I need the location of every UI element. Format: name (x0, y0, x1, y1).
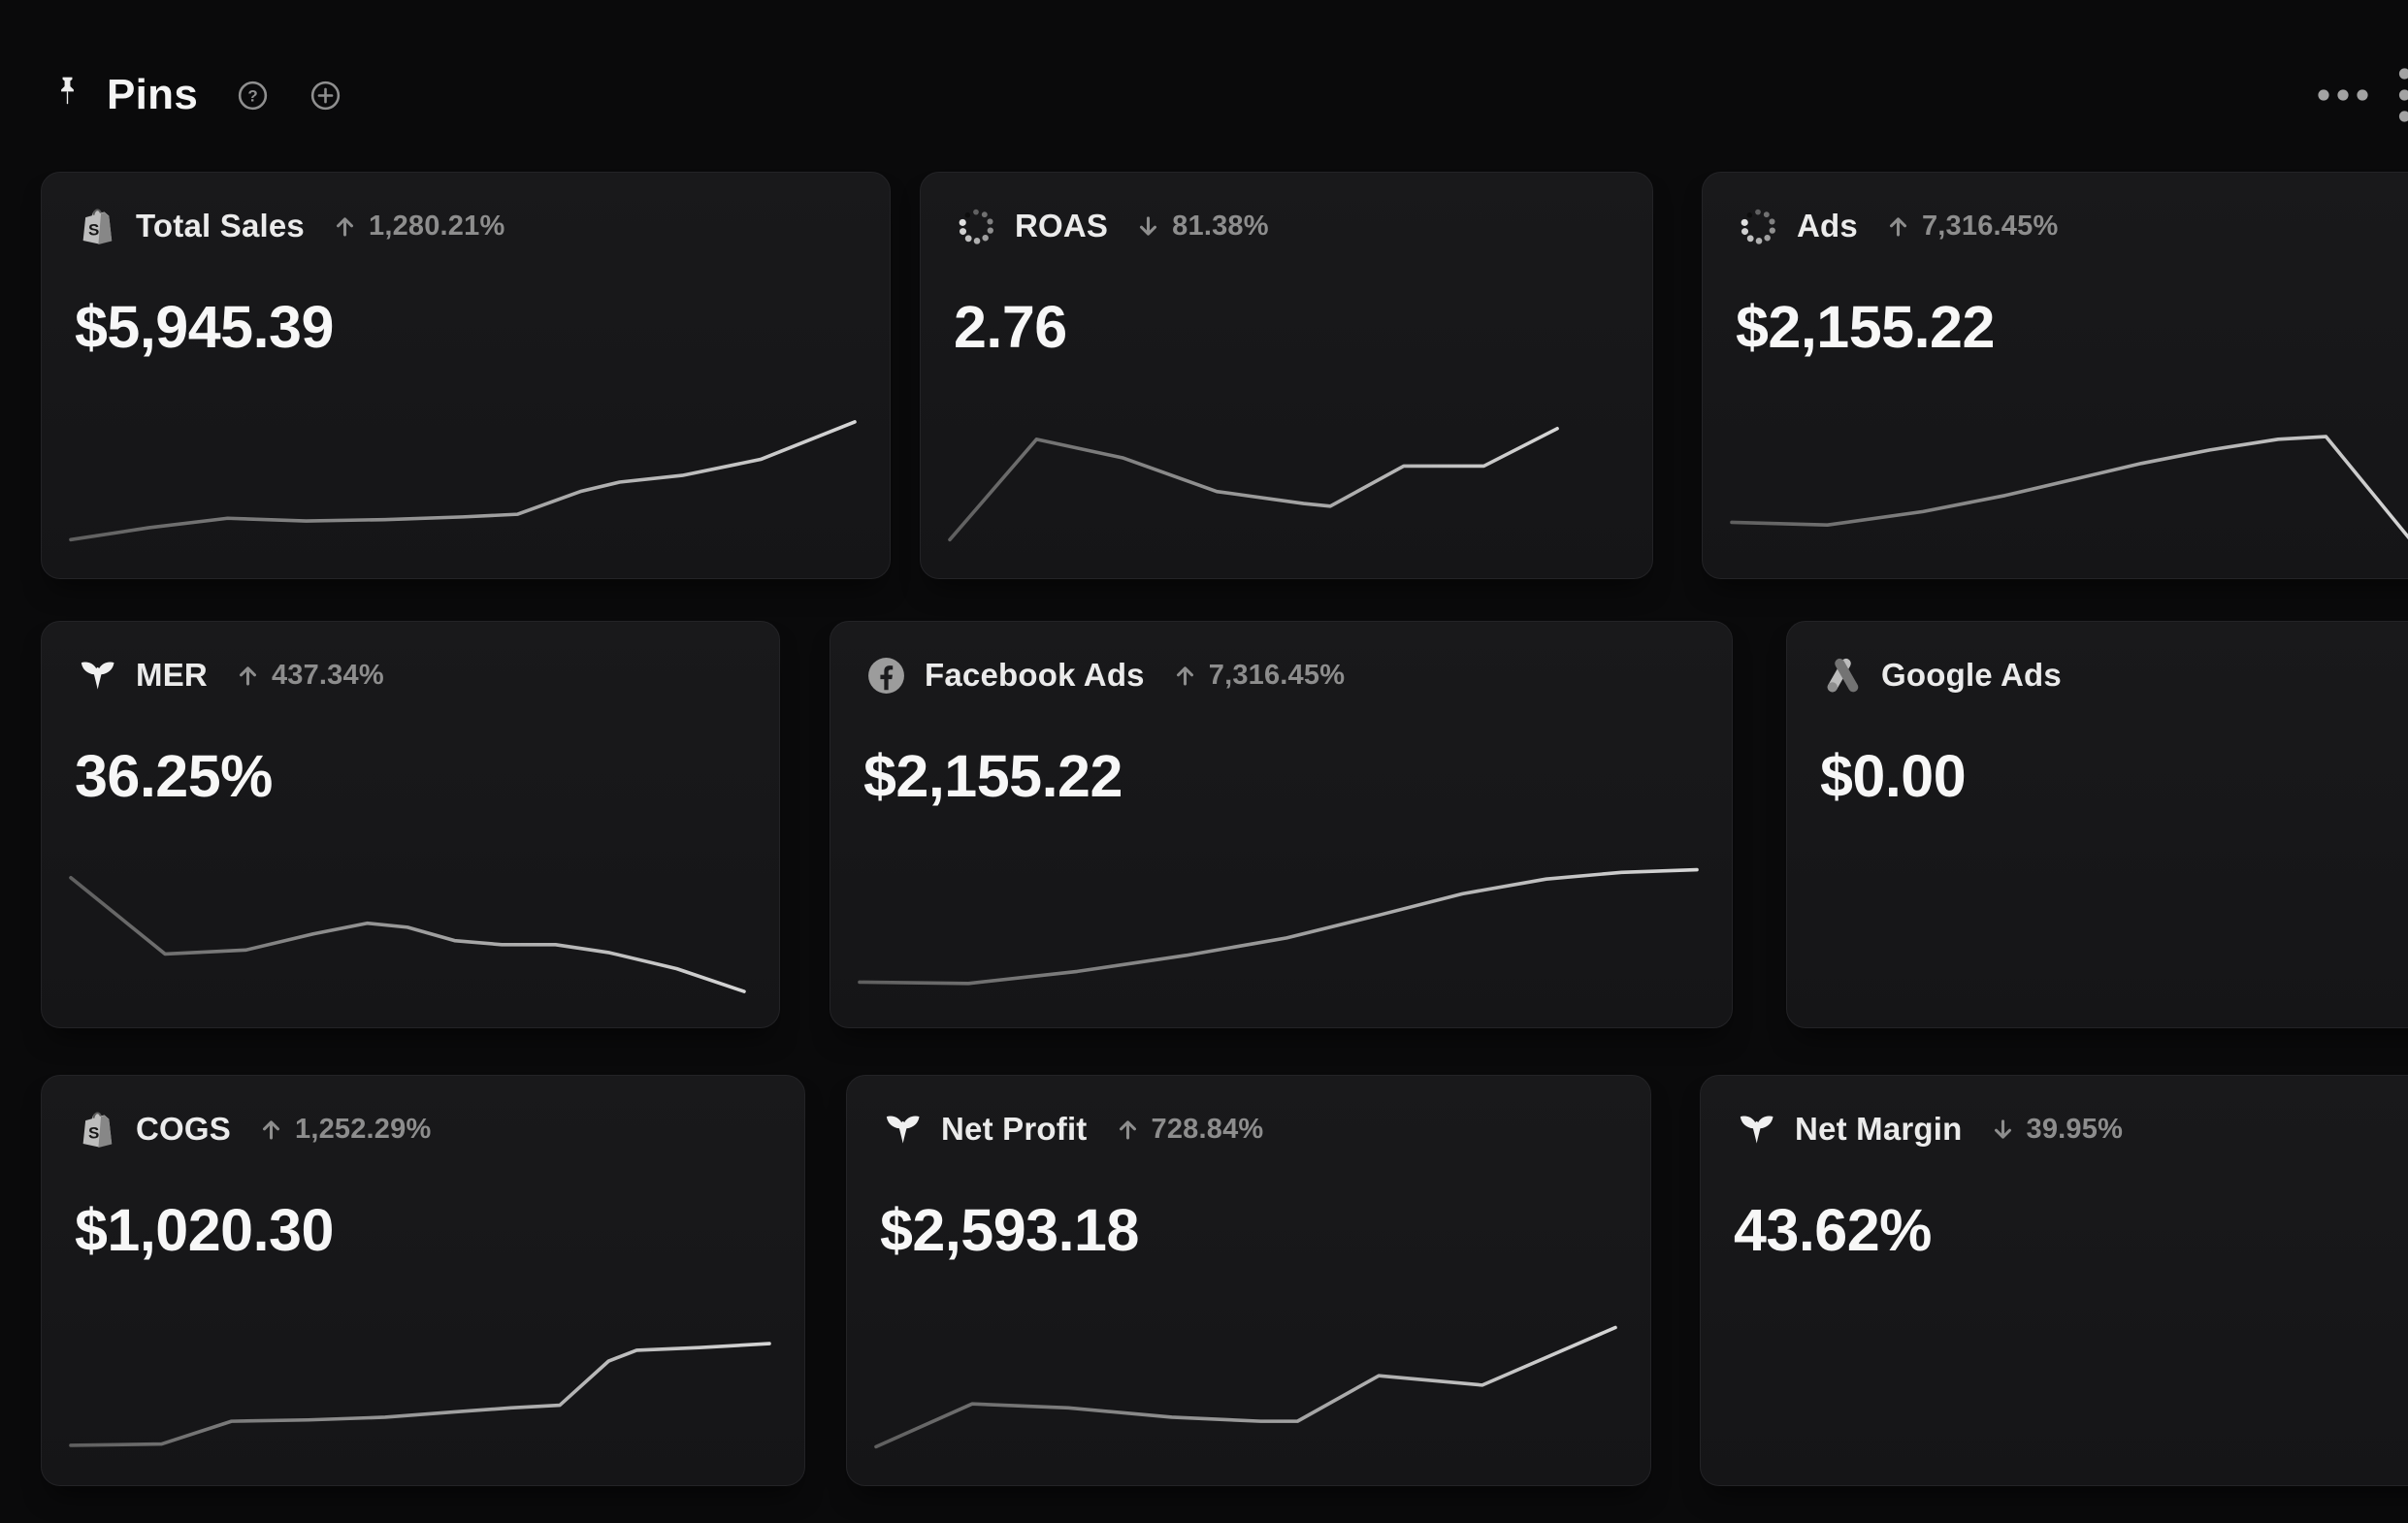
metric-label: Ads (1797, 208, 1858, 243)
help-button[interactable]: ? (235, 78, 271, 113)
delta-percent: 81.38% (1172, 210, 1269, 242)
dotted-loader-icon (1736, 204, 1780, 248)
delta-up-arrow-icon (332, 213, 358, 240)
metric-card-total-sales[interactable]: S Total Sales 1,280.21% $5,945.39 (41, 172, 891, 579)
metric-value: $1,020.30 (75, 1197, 334, 1263)
metric-label: COGS (136, 1111, 231, 1147)
triple-whale-icon (880, 1107, 925, 1151)
add-pin-button[interactable] (308, 78, 343, 113)
sparkline-chart (71, 415, 855, 549)
metric-value: $2,155.22 (863, 743, 1123, 809)
kebab-menu-button[interactable] (2394, 63, 2408, 127)
card-header: S Total Sales 1,280.21% (75, 202, 857, 250)
metric-card-net-profit[interactable]: Net Profit 728.84% $2,593.18 (846, 1075, 1651, 1486)
metric-value: 36.25% (75, 743, 273, 809)
metric-card-google-ads[interactable]: Google Ads $0.00 (1786, 621, 2408, 1028)
metric-value: 2.76 (954, 294, 1067, 360)
metric-card-mer[interactable]: MER 437.34% 36.25% (41, 621, 780, 1028)
metric-value: 43.62% (1734, 1197, 1932, 1263)
more-options-button[interactable] (2313, 84, 2373, 106)
google-ads-icon (1820, 653, 1865, 697)
delta-percent: 1,252.29% (294, 1113, 432, 1145)
card-header: Ads 7,316.45% (1736, 202, 2408, 250)
metric-label: Facebook Ads (925, 657, 1145, 693)
add-circle-icon (308, 78, 343, 113)
metric-label: ROAS (1015, 208, 1109, 243)
delta-up-arrow-icon (1172, 663, 1198, 689)
sparkline-chart (860, 864, 1697, 998)
delta-down-arrow-icon (1990, 1117, 2016, 1143)
metric-value: $2,593.18 (880, 1197, 1139, 1263)
ellipsis-horizontal-icon (2313, 84, 2373, 106)
metric-card-net-margin[interactable]: Net Margin 39.95% 43.62% (1700, 1075, 2408, 1486)
shopify-icon: S (75, 1107, 119, 1151)
delta-percent: 1,280.21% (368, 210, 505, 242)
delta-percent: 7,316.45% (1921, 210, 2059, 242)
card-header: ROAS 81.38% (954, 202, 1619, 250)
sparkline-chart (71, 864, 744, 998)
metric-label: Net Profit (941, 1111, 1088, 1147)
metric-value: $0.00 (1820, 743, 1967, 809)
sparkline-chart (950, 415, 1617, 549)
metric-card-ads[interactable]: Ads 7,316.45% $2,155.22 (1702, 172, 2408, 579)
card-header: Facebook Ads 7,316.45% (863, 651, 1699, 699)
delta-percent: 728.84% (1151, 1113, 1264, 1145)
metric-card-cogs[interactable]: S COGS 1,252.29% $1,020.30 (41, 1075, 805, 1486)
card-header: S COGS 1,252.29% (75, 1105, 771, 1153)
help-circle-icon: ? (235, 78, 271, 113)
pins-header: Pins ? (0, 0, 2408, 165)
triple-whale-icon (75, 653, 119, 697)
metric-value: $2,155.22 (1736, 294, 1995, 360)
card-header: MER 437.34% (75, 651, 746, 699)
metric-label: Total Sales (136, 208, 305, 243)
dotted-loader-icon (954, 204, 998, 248)
ellipsis-vertical-icon (2394, 63, 2408, 127)
page-title: Pins (107, 71, 199, 118)
svg-text:?: ? (247, 86, 257, 105)
svg-text:S: S (88, 1123, 99, 1142)
delta-percent: 7,316.45% (1208, 659, 1346, 691)
delta-up-arrow-icon (1115, 1117, 1141, 1143)
metric-card-facebook-ads[interactable]: Facebook Ads 7,316.45% $2,155.22 (830, 621, 1733, 1028)
pushpin-icon (54, 76, 81, 115)
metric-label: Google Ads (1881, 657, 2062, 693)
metric-value: $5,945.39 (75, 294, 334, 360)
metric-label: Net Margin (1795, 1111, 1963, 1147)
metric-label: MER (136, 657, 208, 693)
sparkline-chart (1732, 415, 2408, 549)
svg-text:S: S (88, 220, 99, 239)
card-header: Net Margin 39.95% (1734, 1105, 2408, 1153)
sparkline-chart (876, 1322, 1615, 1456)
delta-up-arrow-icon (235, 663, 261, 689)
card-header: Google Ads (1820, 651, 2408, 699)
metric-card-roas[interactable]: ROAS 81.38% 2.76 (920, 172, 1653, 579)
triple-whale-icon (1734, 1107, 1778, 1151)
card-header: Net Profit 728.84% (880, 1105, 1617, 1153)
delta-percent: 437.34% (271, 659, 384, 691)
delta-percent: 39.95% (2026, 1113, 2124, 1145)
facebook-icon (863, 653, 908, 697)
delta-down-arrow-icon (1135, 213, 1161, 240)
sparkline-chart (71, 1322, 769, 1456)
delta-up-arrow-icon (258, 1117, 284, 1143)
delta-up-arrow-icon (1885, 213, 1911, 240)
shopify-icon: S (75, 204, 119, 248)
